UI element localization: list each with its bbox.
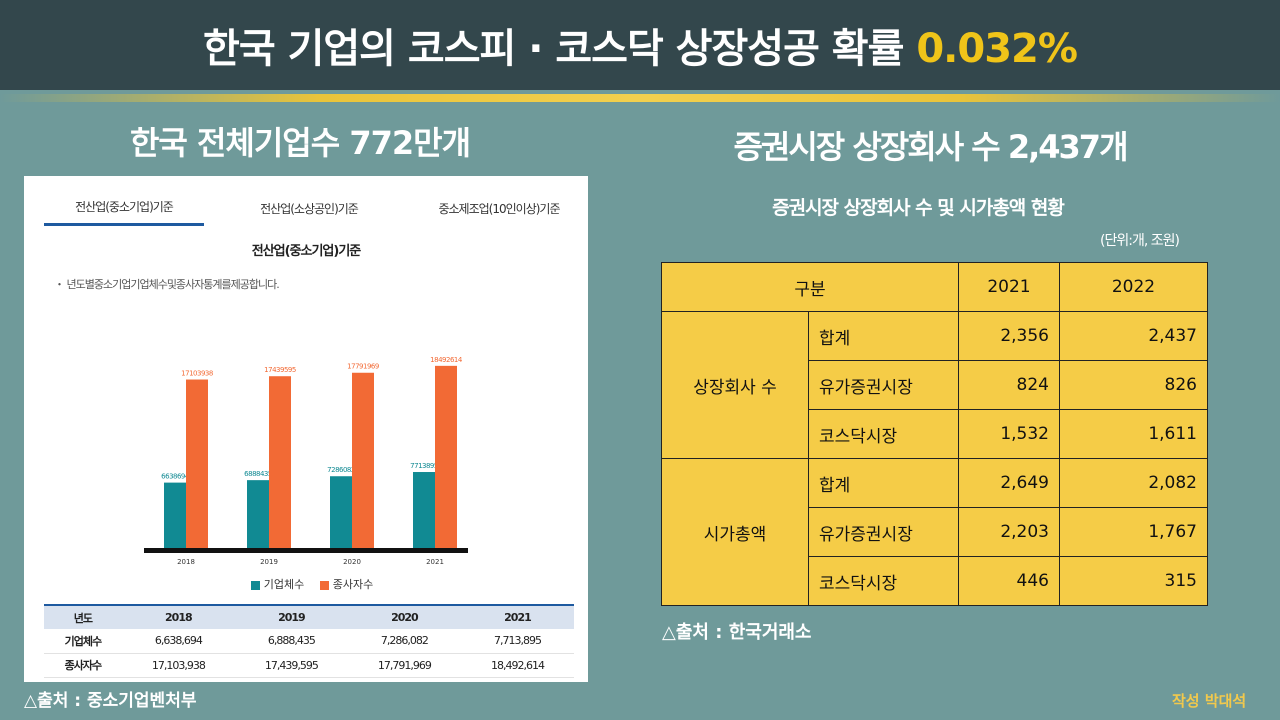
legend-label-employees: 종사자수: [332, 578, 374, 591]
group-listed-companies: 상장회사 수: [661, 311, 809, 459]
table-header-cell: 2020: [347, 604, 461, 629]
legend-label-companies: 기업체수: [263, 578, 305, 591]
table-header-row: 구분 2021 2022: [661, 262, 1208, 312]
table-row: 유가증권시장 824 826: [662, 360, 1208, 410]
x-tick-label-2019: 2019: [260, 558, 278, 566]
table-row: 코스닥시장 446 315: [662, 556, 1208, 606]
x-tick-label-2018: 2018: [177, 558, 195, 566]
title-bar: 한국 기업의 코스피 · 코스닥 상장성공 확률 0.032%: [0, 0, 1280, 90]
data-label-companies-2019: 6888435: [244, 470, 272, 478]
row-label: 코스닥시장: [808, 409, 959, 459]
chart-legend: 기업체수 종사자수: [24, 576, 588, 592]
group-market-cap: 시가총액: [661, 458, 809, 606]
table-row: 코스닥시장 1,532 1,611: [662, 409, 1208, 459]
row-label: 코스닥시장: [808, 556, 959, 606]
sme-stats-panel: 전산업(중소기업)기준 전산업(소상공인)기준 중소제조업(10인이상)기준 전…: [24, 176, 588, 682]
x-axis-baseline: [144, 548, 468, 553]
table-cell: 1,611: [1059, 409, 1208, 459]
title-accent-text: 0.032%: [916, 26, 1078, 72]
unit-label: (단위:개, 조원): [1100, 233, 1180, 249]
data-label-employees-2021: 18492614: [430, 356, 463, 364]
table-cell: 2,082: [1059, 458, 1208, 508]
table-cell: 17,439,595: [234, 653, 348, 678]
title-main-text: 한국 기업의 코스피 · 코스닥 상장성공 확률: [203, 26, 917, 72]
table-header-cell: 2018: [121, 604, 235, 629]
table-header-cell: 년도: [44, 604, 122, 629]
bar-companies-2018: [164, 482, 186, 548]
table-cell: 2,356: [958, 311, 1060, 361]
table-cell: 6,638,694: [121, 629, 235, 654]
data-label-employees-2020: 17791969: [347, 363, 379, 371]
table-cell: 446: [958, 556, 1060, 606]
table-header-row: 년도 2018 2019 2020 2021: [44, 604, 574, 629]
table-cell: 2,203: [958, 507, 1060, 557]
right-subtitle: 증권시장 상장회사 수 2,437개: [733, 128, 1128, 166]
bar-employees-2020: [352, 372, 374, 548]
data-label-employees-2018: 17103938: [181, 370, 213, 378]
x-tick-label-2021: 2021: [426, 558, 444, 566]
bar-employees-2018: [186, 379, 208, 548]
gold-divider: [0, 94, 1280, 102]
bar-chart: 6638694 17103938 2018 6888435 17439595 2019 72…: [144, 356, 468, 566]
table-cell: 1,767: [1059, 507, 1208, 557]
row-label: 합계: [808, 458, 959, 508]
sme-data-table: 년도 2018 2019 2020 2021 기업체수 6,638,694 6,…: [44, 604, 574, 678]
data-label-companies-2018: 6638694: [161, 473, 190, 481]
legend-swatch-companies: [250, 580, 260, 590]
header-category: 구분: [661, 262, 959, 312]
table-cell: 2,649: [958, 458, 1060, 508]
left-subtitle: 한국 전체기업수 772만개: [129, 124, 471, 162]
data-label-employees-2019: 17439595: [264, 366, 296, 374]
table-cell: 826: [1059, 360, 1208, 410]
row-label: 유가증권시장: [808, 360, 959, 410]
row-label: 합계: [808, 311, 959, 361]
bar-companies-2021: [413, 472, 435, 548]
tab-all-industry-sme[interactable]: 전산업(중소기업)기준: [44, 190, 204, 226]
tab-all-industry-small-business[interactable]: 전산업(소상공인)기준: [260, 201, 359, 216]
table-header-cell: 2021: [460, 604, 574, 629]
left-source: △출처 : 중소기업벤처부: [24, 691, 197, 711]
header-2021: 2021: [958, 262, 1060, 312]
tab-bar: 전산업(중소기업)기준 전산업(소상공인)기준 중소제조업(10인이상)기준: [44, 190, 574, 226]
author-credit: 작성 박대석: [1172, 692, 1247, 710]
tab-sme-manufacturing[interactable]: 중소제조업(10인이상)기준: [438, 201, 560, 216]
table-row: 기업체수 6,638,694 6,888,435 7,286,082 7,713…: [44, 629, 574, 654]
legend-swatch-employees: [319, 580, 329, 590]
table-cell: 315: [1059, 556, 1208, 606]
header-2022: 2022: [1059, 262, 1208, 312]
table-cell: 18,492,614: [460, 653, 574, 678]
row-label: 종사자수: [44, 653, 122, 678]
table-cell: 17,791,969: [347, 653, 461, 678]
x-tick-label-2020: 2020: [343, 558, 361, 566]
data-label-companies-2020: 7286082: [327, 466, 355, 474]
row-label: 유가증권시장: [808, 507, 959, 557]
table-cell: 6,888,435: [234, 629, 348, 654]
table-cell: 7,713,895: [460, 629, 574, 654]
table-row: 유가증권시장 2,203 1,767: [662, 507, 1208, 557]
table-row: 상장회사 수 합계 2,356 2,437: [661, 311, 1208, 459]
chart-title: 전산업(중소기업)기준: [251, 244, 362, 259]
table-cell: 824: [958, 360, 1060, 410]
table-cell: 17,103,938: [121, 653, 235, 678]
table-row: 종사자수 17,103,938 17,439,595 17,791,969 18…: [44, 653, 574, 678]
bar-companies-2020: [330, 476, 352, 548]
table-row: 시가총액 합계 2,649 2,082: [661, 458, 1208, 606]
listing-table-caption: 증권시장 상장회사 수 및 시가총액 현황: [772, 197, 1065, 219]
bar-employees-2019: [269, 376, 291, 548]
row-label: 기업체수: [44, 629, 122, 654]
table-cell: 1,532: [958, 409, 1060, 459]
table-cell: 7,286,082: [347, 629, 461, 654]
bar-companies-2019: [247, 480, 269, 548]
data-label-companies-2021: 7713895: [410, 462, 438, 470]
table-header-cell: 2019: [234, 604, 348, 629]
listing-table: 구분 2021 2022 상장회사 수 합계 2,356 2,437 유가증권시…: [661, 262, 1208, 606]
table-cell: 2,437: [1059, 311, 1208, 361]
right-source: △출처 : 한국거래소: [662, 622, 812, 643]
bar-employees-2021: [435, 365, 457, 548]
page-title: 한국 기업의 코스피 · 코스닥 상장성공 확률 0.032%: [203, 16, 1078, 74]
chart-note: ・ 년도별중소기업기업체수및종사자통계를제공합니다.: [54, 278, 280, 291]
